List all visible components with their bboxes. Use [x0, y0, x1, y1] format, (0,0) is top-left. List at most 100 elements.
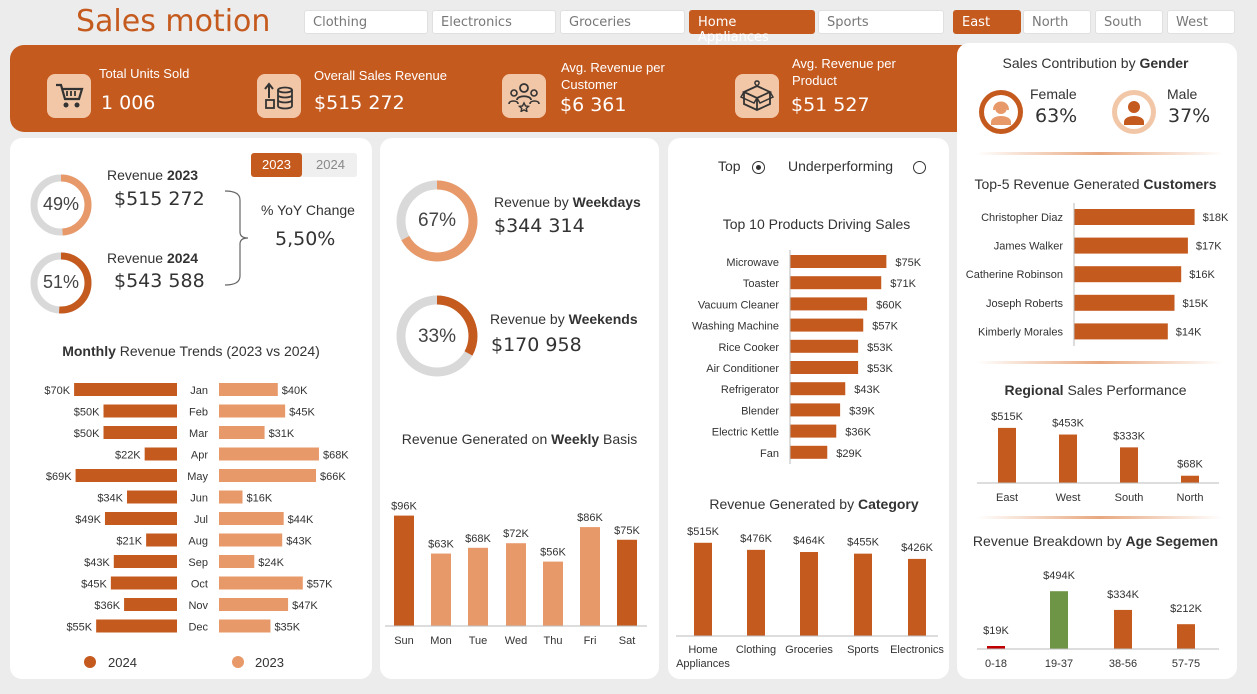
category-label: Home: [688, 644, 717, 656]
bar-2024: [74, 383, 177, 396]
product-bar: [790, 403, 841, 417]
month-label: Jan: [190, 385, 208, 397]
age-title: Revenue Breakdown by Age Segemen: [972, 533, 1219, 549]
revenue-trends-panel: 2023 2024 49% Revenue 2023 $515 272 51% …: [10, 138, 372, 679]
product-bar: [790, 361, 859, 374]
bar-2023: [219, 383, 278, 396]
bar-2023: [219, 490, 243, 504]
weekdays-value: $344 314: [494, 215, 585, 237]
bar-2023: [219, 533, 283, 547]
month-label: May: [187, 471, 208, 483]
data-label-2024: $50K: [74, 407, 100, 419]
age-bar: [1177, 624, 1195, 649]
legend-label-2023: 2023: [255, 655, 284, 670]
category-button-home-appliances[interactable]: Home Appliances: [689, 10, 815, 45]
kpi-banner: Total Units Sold 1 006 Overall Sales Rev…: [10, 45, 976, 132]
month-label: Sep: [188, 557, 208, 569]
kpi-avg-customer-label: Avg. Revenue per Customer: [561, 60, 665, 92]
category-revenue-chart: $515K Home Appliances $476K Clothing $464K Gro…: [676, 526, 944, 670]
category-bar: [747, 549, 765, 636]
customer-bar: [1074, 209, 1195, 225]
weekly-data-label: $96K: [391, 501, 417, 513]
category-data-label: $455K: [847, 537, 879, 549]
regional-bar: [1181, 475, 1199, 483]
product-bar: [790, 318, 864, 332]
weekly-data-label: $56K: [540, 547, 566, 559]
regional-title: Regional Sales Performance: [1004, 382, 1187, 398]
category-data-label: $515K: [687, 526, 719, 538]
revenue-2024-pct: 51%: [42, 272, 80, 292]
customer-data-label: $16K: [1189, 269, 1215, 281]
data-label-2024: $21K: [116, 536, 142, 548]
region-button-south[interactable]: South: [1095, 10, 1163, 34]
regional-label: South: [1115, 492, 1144, 504]
region-button-west[interactable]: West: [1167, 10, 1235, 34]
yoy-label: % YoY Change: [261, 202, 355, 218]
kpi-revenue-label: Overall Sales Revenue: [314, 68, 447, 83]
toggle-top-radio[interactable]: [752, 161, 765, 174]
weekly-bar: [394, 515, 414, 626]
weekly-data-label: $63K: [428, 539, 454, 551]
age-label: 0-18: [985, 658, 1007, 670]
product-label: Refrigerator: [721, 384, 779, 396]
revenue-2023-value: $515 272: [114, 188, 205, 210]
product-bar: [790, 276, 882, 290]
data-label-2023: $47K: [292, 600, 318, 612]
bar-2024: [110, 576, 177, 590]
age-data-label: $19K: [983, 625, 1009, 637]
weekly-bar: [468, 547, 488, 626]
category-bar: [908, 558, 926, 636]
category-button-sports[interactable]: Sports: [818, 10, 944, 34]
product-label: Microwave: [726, 257, 779, 269]
regional-label: West: [1056, 492, 1081, 504]
male-pct: 37%: [1168, 105, 1211, 127]
weekly-bar: [617, 539, 637, 626]
product-data-label: $60K: [876, 299, 902, 311]
top-customers-title: Top-5 Revenue Generated Customers: [974, 176, 1217, 192]
data-label-2024: $43K: [84, 557, 110, 569]
category-button-clothing[interactable]: Clothing: [304, 10, 428, 34]
data-label-2023: $40K: [282, 385, 308, 397]
monthly-chart-title: Monthly Revenue Trends (2023 vs 2024): [62, 343, 320, 359]
age-label: 19-37: [1045, 658, 1073, 670]
data-label-2023: $31K: [269, 428, 295, 440]
data-label-2023: $45K: [289, 407, 315, 419]
year-button-2024[interactable]: 2024: [304, 153, 357, 177]
kpi-revenue-value: $515 272: [314, 92, 405, 114]
divider: [977, 361, 1222, 364]
weekdays-pct: 67%: [417, 210, 457, 231]
region-button-east[interactable]: East: [953, 10, 1021, 34]
weekly-bar: [431, 553, 451, 626]
female-icon: [979, 90, 1023, 134]
customer-insights-panel: Sales Contribution by Gender Female 63% …: [957, 43, 1237, 679]
year-button-2023[interactable]: 2023: [251, 153, 302, 177]
bar-2023: [219, 555, 255, 568]
product-data-label: $71K: [890, 278, 916, 290]
year-toggle: 2023 2024: [251, 153, 357, 177]
month-label: Nov: [188, 600, 208, 612]
category-label: Sports: [847, 644, 879, 656]
product-data-label: $53K: [867, 342, 893, 354]
category-label: Electronics: [890, 644, 944, 656]
toggle-under-radio[interactable]: [913, 161, 926, 174]
data-label-2024: $34K: [97, 493, 123, 505]
product-bar: [790, 424, 837, 438]
month-label: Jul: [194, 514, 208, 526]
region-button-north[interactable]: North: [1023, 10, 1091, 34]
month-label: Dec: [188, 622, 208, 634]
product-data-label: $43K: [854, 384, 880, 396]
top-products-title: Top 10 Products Driving Sales: [722, 216, 911, 232]
top-products-chart: Microwave $75K Toaster $71K Vacuum Cleaner $6…: [692, 250, 922, 464]
age-revenue-chart: $19K 0-18 $494K 19-37 $334K 38-56 $212K 57-75: [977, 570, 1219, 670]
customers-icon: [502, 74, 546, 118]
category-button-groceries[interactable]: Groceries: [560, 10, 685, 34]
data-label-2024: $55K: [66, 622, 92, 634]
product-data-label: $75K: [895, 257, 921, 269]
weekly-day-label: Mon: [430, 635, 451, 647]
product-label: Blender: [741, 405, 779, 417]
top-customers-chart: Christopher Diaz $18K James Walker $17K Cath…: [966, 203, 1229, 346]
category-button-electronics[interactable]: Electronics: [432, 10, 556, 34]
product-label: Washing Machine: [692, 321, 779, 333]
box-icon: [735, 74, 779, 118]
product-label: Electric Kettle: [712, 427, 779, 439]
